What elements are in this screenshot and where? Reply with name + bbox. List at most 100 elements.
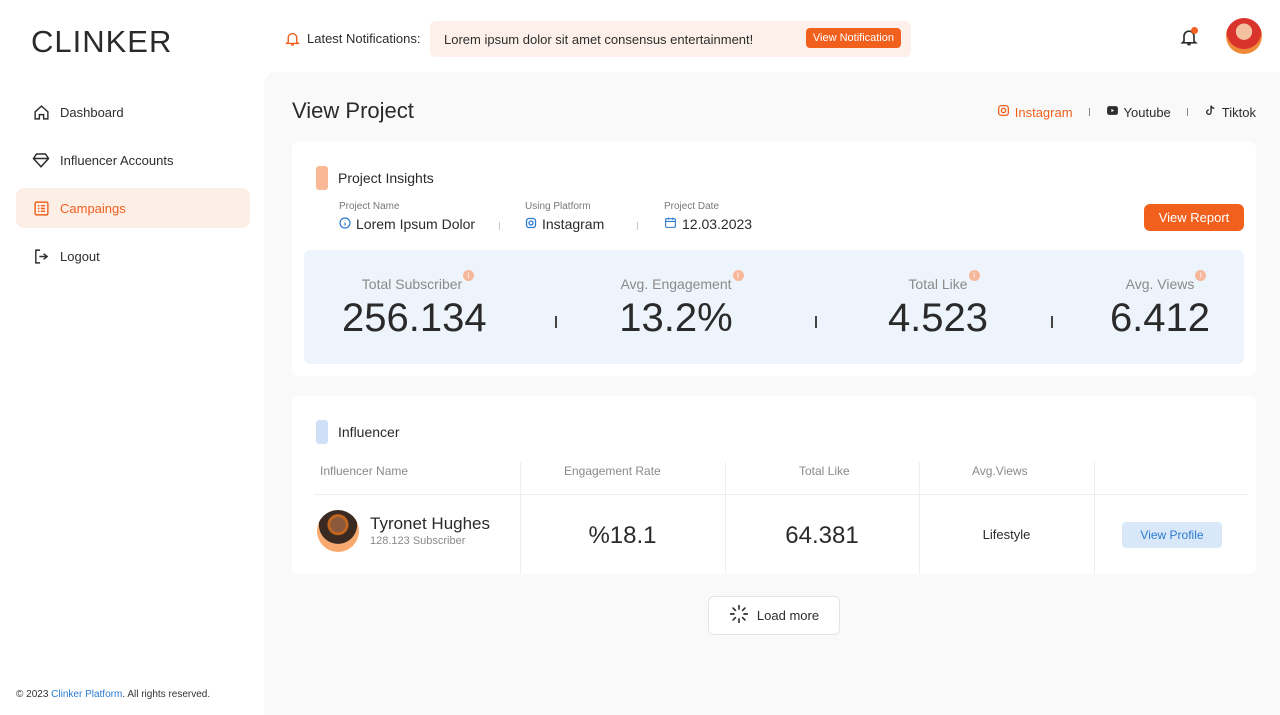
stat-total-like: Total Like i 4.523 [868,270,1008,341]
stat-divider [555,316,557,328]
footer-suffix: . All rights reserved. [122,689,211,700]
section-marker [316,166,328,190]
meta-divider [637,222,638,230]
stat-avg-views: Avg. Views i 6.412 [1090,270,1230,341]
sidebar-item-influencer-accounts[interactable]: Influencer Accounts [16,140,250,180]
home-icon [32,103,50,121]
total-like-value: 64.381 [785,522,859,549]
info-icon[interactable]: i [1195,270,1207,281]
sidebar-item-campaings[interactable]: Campaings [16,188,250,228]
column-header-total-like: Total Like [799,464,850,478]
platform-value: Instagram [542,216,605,232]
platform-label: Using Platform [525,201,591,212]
stat-divider [815,316,817,328]
stat-value: 256.134 [342,296,487,340]
footer-brand-link[interactable]: Clinker Platform [51,689,123,700]
influencer-avatar[interactable] [317,510,359,552]
project-name-label: Project Name [339,201,400,212]
instagram-icon [997,104,1010,120]
stat-value: 4.523 [887,296,989,340]
platform-tabs: Instagram Youtube Tiktok [997,104,1256,120]
section-header: Project Insights [316,166,434,190]
project-name-value: Lorem Ipsum Dolor [356,216,476,232]
youtube-icon [1106,104,1119,120]
avg-views-value: Lifestyle [982,527,1031,542]
section-title: Influencer [338,424,400,440]
engagement-rate-value: %18.1 [588,522,657,549]
sidebar-item-dashboard[interactable]: Dashboard [16,92,250,132]
project-name-meta: Project Name Lorem Ipsum Dolor [339,201,475,232]
calendar-icon [664,216,677,232]
tab-divider [1186,108,1188,116]
section-marker [316,420,328,444]
section-title: Project Insights [338,170,434,186]
column-header-name: Influencer Name [320,464,409,478]
logout-icon [32,247,50,265]
stat-label: Avg. Views [1125,276,1195,292]
influencer-name: Tyronet Hughes [370,514,491,533]
column-divider [725,462,726,574]
tiktok-icon [1204,104,1217,120]
bell-icon[interactable] [1179,27,1199,47]
main-content: View Project Instagram Youtube Tiktok Pr… [264,72,1280,715]
notification-dot [1191,27,1198,34]
influencer-card: Influencer Influencer Name Engagement Ra… [292,396,1256,574]
info-circle-icon [339,216,351,232]
stat-value: 13.2% [619,296,733,340]
info-icon[interactable]: i [968,270,980,281]
page-title: View Project [292,98,414,123]
tab-youtube[interactable]: Youtube [1106,104,1171,120]
section-header: Influencer [316,420,399,444]
influencer-subscribers: 128.123 Subscriber [370,535,466,547]
tab-label: Youtube [1123,104,1171,120]
tab-label: Tiktok [1221,104,1256,120]
platform-meta: Using Platform Instagram [525,201,604,232]
sidebar-item-label: Influencer Accounts [60,152,174,168]
tab-tiktok[interactable]: Tiktok [1204,104,1256,120]
tab-divider [1088,108,1090,116]
info-icon[interactable]: i [732,270,744,281]
spinner-icon [729,604,749,627]
footer-prefix: © 2023 [16,689,52,700]
header-divider [314,494,1248,495]
column-header-engagement: Engagement Rate [564,464,661,478]
project-date-label: Project Date [664,201,720,212]
sidebar-nav: Dashboard Influencer Accounts Campaings … [16,92,250,284]
stat-label: Avg. Engagement [620,276,732,292]
instagram-icon [525,216,537,232]
stat-total-subscriber: Total Subscriber i 256.134 [342,270,487,341]
stat-divider [1051,316,1053,328]
sidebar-item-label: Logout [60,248,100,264]
stat-label: Total Subscriber [361,276,463,292]
footer: © 2023 Clinker Platform. All rights rese… [16,689,210,700]
column-header-avg-views: Avg.Views [972,464,1028,478]
stat-label: Total Like [908,276,968,292]
project-date-meta: Project Date 12.03.2023 [664,201,752,232]
column-divider [520,462,521,574]
load-more-label: Load more [756,608,820,623]
view-report-button[interactable]: View Report [1144,204,1244,231]
view-notification-button[interactable]: View Notification [805,28,901,48]
sidebar-item-label: Campaings [60,200,126,216]
list-icon [32,199,50,217]
user-avatar[interactable] [1226,18,1262,54]
stat-value: 6.412 [1109,296,1211,340]
project-date-value: 12.03.2023 [682,216,753,232]
column-divider [1094,462,1095,574]
stat-avg-engagement: Avg. Engagement i 13.2% [606,270,746,341]
diamond-icon [32,151,50,169]
project-insights-card: Project Insights Project Name Lorem Ipsu… [292,142,1256,376]
bell-outline-icon [284,30,301,47]
sidebar-item-label: Dashboard [60,104,124,120]
sidebar-item-logout[interactable]: Logout [16,236,250,276]
notification-text: Lorem ipsum dolor sit amet consensus ent… [444,31,754,47]
tab-instagram[interactable]: Instagram [997,104,1073,120]
meta-divider [499,222,500,230]
logo: CLINKER [31,24,173,59]
notifications-label-text: Latest Notifications: [307,31,421,46]
view-profile-button[interactable]: View Profile [1122,522,1222,548]
info-icon[interactable]: i [463,270,475,281]
stats-panel: Total Subscriber i 256.134 Avg. Engagemen… [304,250,1244,364]
tab-label: Instagram [1014,104,1073,120]
load-more-button[interactable]: Load more [708,596,840,635]
